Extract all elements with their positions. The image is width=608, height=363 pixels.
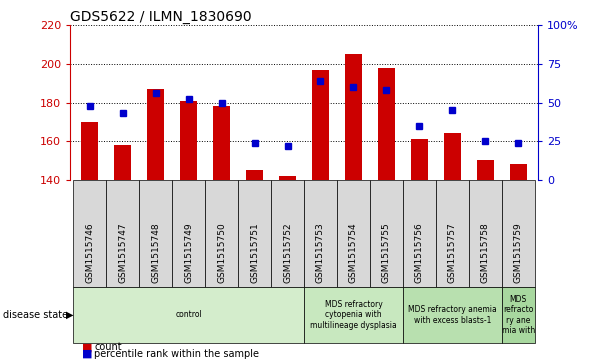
Text: GSM1515758: GSM1515758 xyxy=(481,223,490,283)
Text: GSM1515754: GSM1515754 xyxy=(349,223,358,283)
Bar xyxy=(345,54,362,180)
Bar xyxy=(114,145,131,180)
Text: GSM1515757: GSM1515757 xyxy=(448,223,457,283)
Text: count: count xyxy=(94,342,122,352)
Text: control: control xyxy=(175,310,202,319)
Text: percentile rank within the sample: percentile rank within the sample xyxy=(94,349,259,359)
Bar xyxy=(147,89,164,180)
Text: MDS
refracto
ry ane
mia with: MDS refracto ry ane mia with xyxy=(502,295,535,335)
Text: GSM1515747: GSM1515747 xyxy=(118,223,127,283)
Bar xyxy=(411,139,427,180)
Text: GSM1515753: GSM1515753 xyxy=(316,223,325,283)
Bar xyxy=(213,106,230,180)
Bar xyxy=(378,68,395,180)
Bar xyxy=(313,70,329,180)
Bar xyxy=(181,101,197,180)
Text: GSM1515746: GSM1515746 xyxy=(85,223,94,283)
Bar xyxy=(477,160,494,180)
Bar xyxy=(246,170,263,180)
Text: ▶: ▶ xyxy=(66,310,73,320)
Text: GDS5622 / ILMN_1830690: GDS5622 / ILMN_1830690 xyxy=(70,11,252,24)
Text: disease state: disease state xyxy=(3,310,68,320)
Text: GSM1515748: GSM1515748 xyxy=(151,223,160,283)
Text: GSM1515755: GSM1515755 xyxy=(382,223,391,283)
Text: MDS refractory anemia
with excess blasts-1: MDS refractory anemia with excess blasts… xyxy=(408,305,497,325)
Text: GSM1515756: GSM1515756 xyxy=(415,223,424,283)
Text: GSM1515749: GSM1515749 xyxy=(184,223,193,283)
Text: GSM1515750: GSM1515750 xyxy=(217,223,226,283)
Text: MDS refractory
cytopenia with
multilineage dysplasia: MDS refractory cytopenia with multilinea… xyxy=(310,300,397,330)
Text: GSM1515752: GSM1515752 xyxy=(283,223,292,283)
Text: GSM1515759: GSM1515759 xyxy=(514,223,523,283)
Text: ■: ■ xyxy=(82,349,92,359)
Bar xyxy=(444,133,461,180)
Text: ■: ■ xyxy=(82,342,92,352)
Bar xyxy=(81,122,98,180)
Bar xyxy=(510,164,527,180)
Bar xyxy=(279,176,295,180)
Text: GSM1515751: GSM1515751 xyxy=(250,223,259,283)
